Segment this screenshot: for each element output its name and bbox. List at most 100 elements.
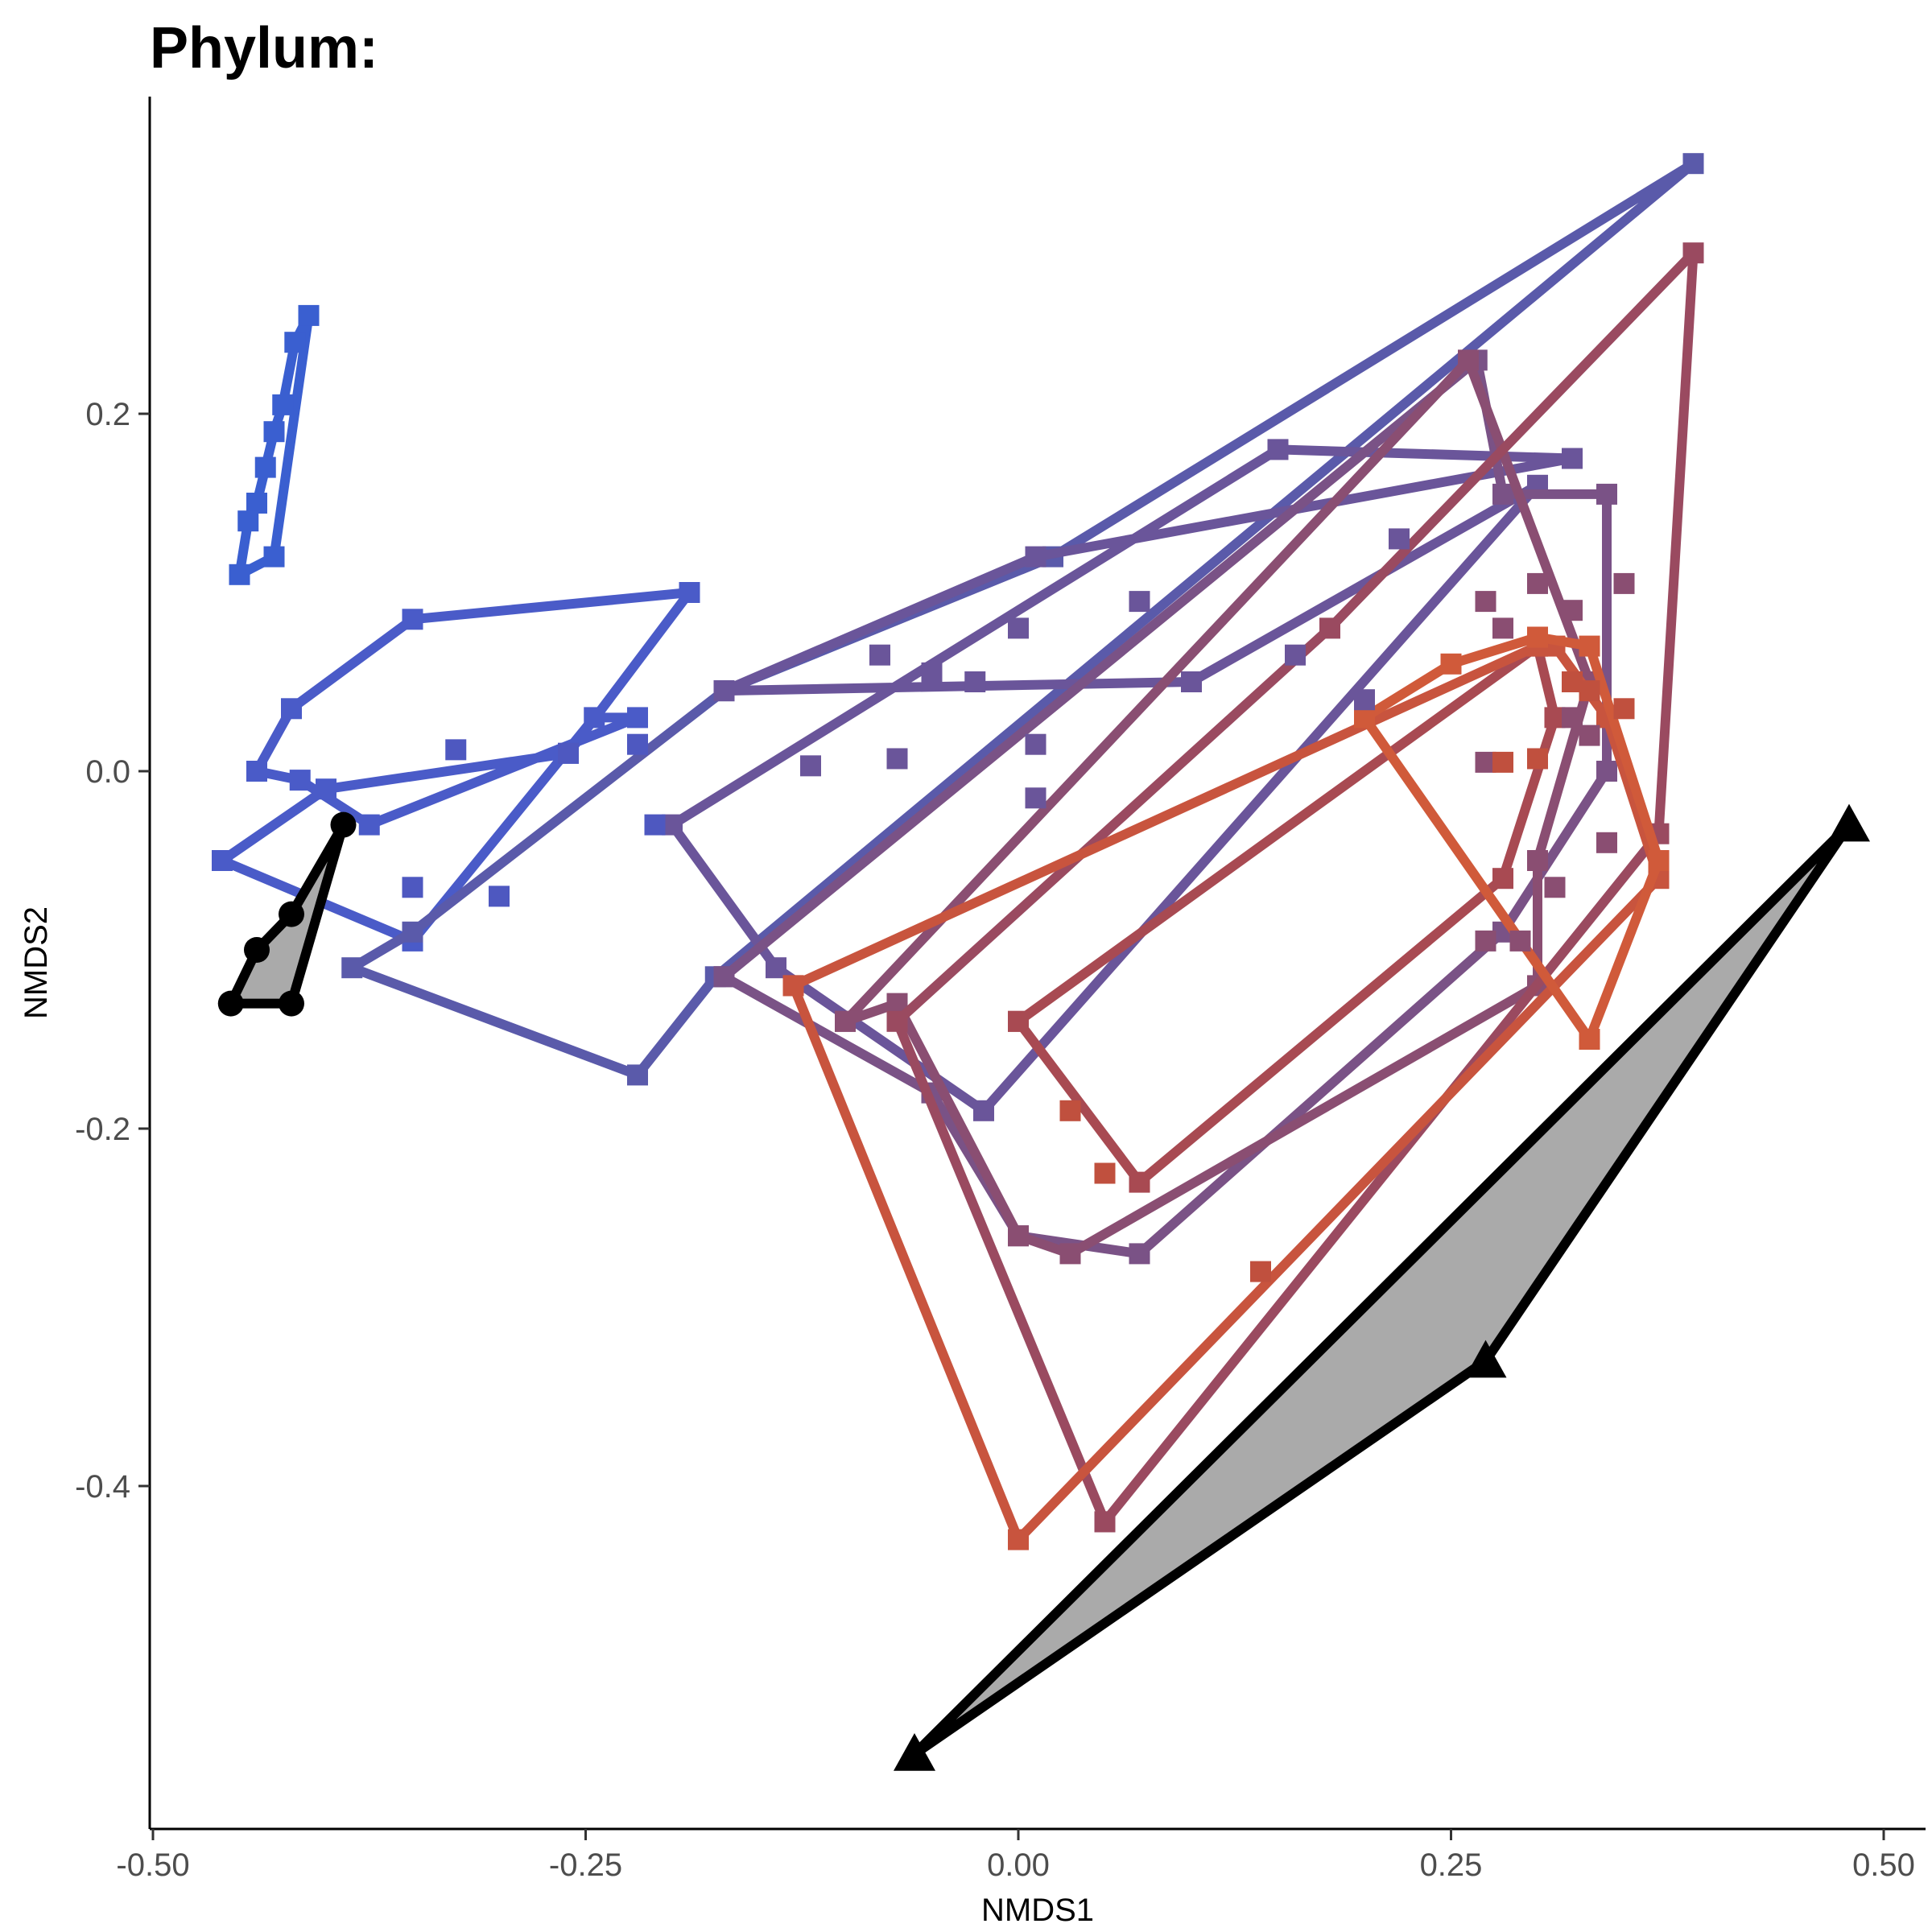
data-point [217, 990, 244, 1017]
data-point [1579, 1029, 1600, 1050]
data-point [1527, 572, 1548, 594]
data-point [713, 966, 735, 988]
data-point [254, 456, 276, 478]
data-point [1008, 1225, 1029, 1247]
data-point [1025, 546, 1046, 568]
chart-title: Phylum: [150, 16, 378, 80]
data-point [298, 304, 320, 326]
data-point [1129, 1243, 1150, 1265]
data-point [1458, 349, 1479, 371]
data-point [627, 733, 648, 755]
data-point [1285, 644, 1306, 666]
data-point [869, 644, 890, 666]
data-point [402, 921, 423, 943]
point-group-4 [1059, 671, 1635, 1282]
data-point [279, 990, 304, 1017]
y-tick-label: -0.2 [75, 1112, 130, 1147]
data-point [1094, 1162, 1116, 1184]
x-axis-ticks: -0.50 -0.25 0.00 0.25 0.50 [116, 1829, 1915, 1883]
hull-outline [892, 248, 1699, 1527]
hull-outline [234, 310, 314, 580]
y-tick-label: 0.2 [85, 397, 130, 432]
data-point [766, 957, 786, 979]
data-point [402, 877, 423, 898]
data-point [1319, 617, 1340, 639]
data-point [1129, 591, 1150, 613]
data-point [1059, 1100, 1081, 1121]
data-point [212, 850, 233, 871]
data-point [279, 901, 304, 927]
data-point [316, 778, 336, 800]
data-point [1527, 626, 1548, 648]
hull-group-8 [1008, 635, 1566, 1193]
data-point [1579, 635, 1600, 657]
data-point [1181, 671, 1202, 692]
data-point [284, 332, 306, 353]
data-point [1025, 787, 1046, 809]
data-point [1682, 242, 1704, 264]
data-point [246, 761, 267, 782]
data-point [1008, 1529, 1029, 1550]
data-point [886, 748, 908, 770]
data-point [272, 394, 294, 415]
data-point [445, 739, 467, 761]
x-tick-label: 0.25 [1420, 1847, 1483, 1883]
data-point [263, 546, 285, 568]
x-axis-title: NMDS1 [981, 1893, 1094, 1928]
data-point [558, 742, 579, 764]
data-point [1129, 1171, 1150, 1193]
data-point [289, 770, 311, 791]
data-point [402, 609, 423, 630]
data-point [244, 937, 270, 963]
data-point [1354, 689, 1375, 711]
data-point [1492, 868, 1513, 890]
data-point [1527, 850, 1548, 871]
data-point [330, 811, 357, 838]
data-point [1613, 572, 1635, 594]
data-point [1389, 528, 1410, 550]
data-point [886, 1010, 908, 1032]
data-point [1562, 600, 1583, 621]
data-point [246, 493, 267, 514]
data-point [1596, 483, 1617, 505]
hull-outline [347, 159, 1699, 1080]
data-point [627, 707, 648, 729]
data-point [1544, 877, 1566, 898]
data-point [1059, 1243, 1081, 1265]
data-point [1492, 617, 1513, 639]
data-point [263, 421, 285, 443]
data-point [281, 698, 302, 720]
data-point [1492, 483, 1513, 505]
data-point [1008, 1010, 1029, 1032]
hull-outline [1013, 641, 1560, 1187]
data-point [1475, 930, 1496, 952]
data-point [782, 975, 804, 997]
data-point [921, 662, 943, 683]
data-point [584, 707, 605, 729]
data-point [358, 814, 380, 836]
data-point [1475, 591, 1496, 613]
data-point [1682, 153, 1704, 175]
data-point [489, 886, 510, 907]
hull-group-12 [894, 803, 1870, 1771]
data-point [973, 1100, 994, 1121]
data-point [1562, 707, 1583, 729]
data-point [1509, 930, 1531, 952]
data-point [1464, 1340, 1507, 1378]
x-tick-label: 0.50 [1852, 1847, 1915, 1883]
data-point [1579, 724, 1600, 746]
data-point [800, 755, 821, 777]
data-point [341, 957, 363, 979]
data-point [1008, 617, 1029, 639]
data-point [627, 1064, 648, 1086]
data-point [237, 510, 259, 532]
data-point [1596, 761, 1617, 782]
data-point [679, 582, 700, 603]
data-point [1440, 653, 1462, 675]
data-point [1025, 733, 1046, 755]
data-point [1579, 680, 1600, 702]
data-point [964, 671, 986, 692]
data-point [1596, 832, 1617, 853]
data-point [713, 680, 735, 702]
